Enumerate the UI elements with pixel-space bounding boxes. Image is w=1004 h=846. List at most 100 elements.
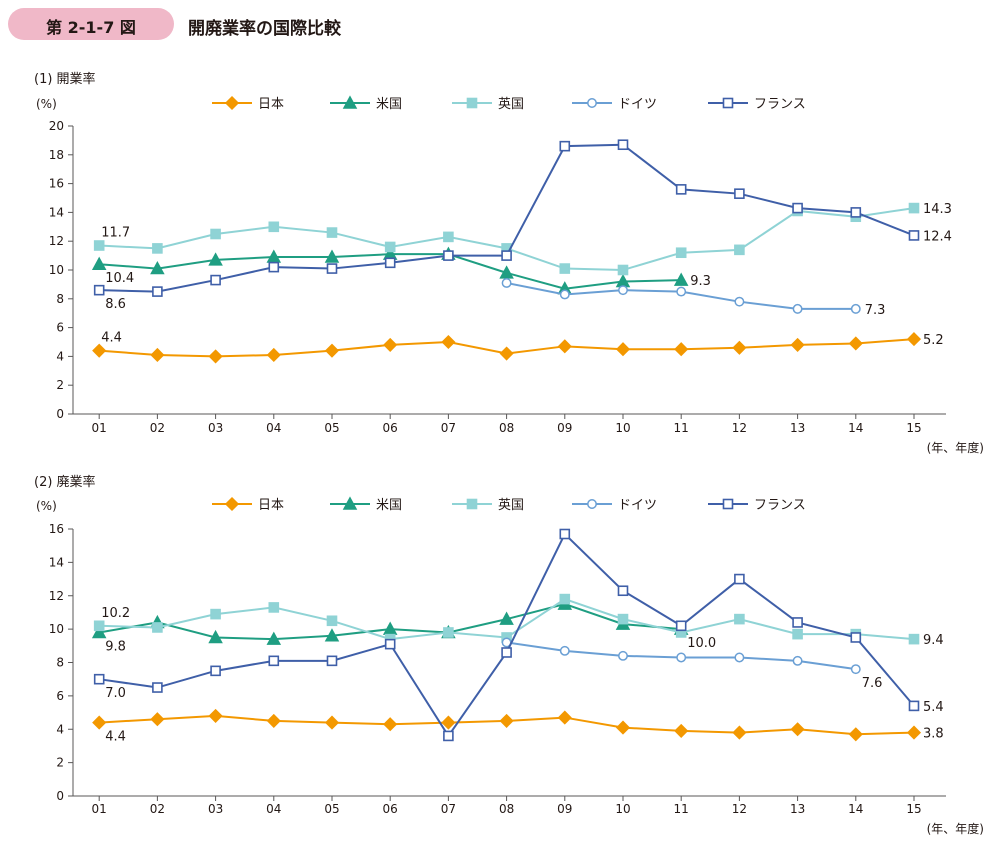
data-point [443,627,454,638]
y-tick-label: 18 [49,148,64,162]
data-point [210,665,221,677]
x-tick-label: 13 [790,802,805,816]
data-point [790,337,805,352]
y-tick-label: 8 [56,656,64,670]
data-point [91,624,107,639]
data-point [266,631,282,645]
data-label: 7.3 [865,303,886,318]
y-tick-label: 0 [56,407,64,421]
data-label: 9.3 [690,274,711,289]
data-point [210,608,221,620]
data-point [326,263,338,274]
data-point [384,638,396,650]
y-tick-label: 0 [56,789,64,803]
data-point [850,207,862,218]
x-tick-label: 02 [150,421,165,435]
data-point [559,593,571,605]
y-unit-label: (%) [36,97,57,111]
x-tick-label: 04 [266,802,281,816]
data-point [268,261,280,273]
data-point [790,722,805,737]
y-tick-label: 2 [56,756,64,770]
x-tick-label: 07 [441,802,456,816]
data-point [617,585,629,597]
y-tick-label: 6 [56,321,64,335]
data-point [383,717,398,732]
data-point [848,336,863,351]
data-point [559,140,571,152]
data-point [792,202,803,214]
figure-title: 開廃業率の国際比較 [188,19,341,39]
data-point [673,272,689,286]
data-point [675,247,687,259]
data-point [91,256,107,270]
data-point [383,337,398,352]
data-label: 12.4 [923,229,952,244]
legend-label: ドイツ [618,498,657,513]
x-tick-label: 03 [208,802,223,816]
x-tick-label: 10 [615,421,630,435]
data-point [93,240,105,251]
series-日本 [92,708,922,742]
x-tick-label: 06 [383,802,398,816]
data-point [326,227,338,238]
data-point [501,278,512,288]
x-tick-label: 15 [906,421,921,435]
data-point [152,286,163,297]
data-label: 7.0 [105,686,126,701]
y-tick-label: 12 [49,589,64,603]
data-point [210,228,221,240]
y-tick-label: 14 [49,205,64,219]
legend-marker [722,498,734,510]
chart-title: (2) 廃業率 [34,474,96,490]
legend-label: 英国 [498,97,524,112]
x-tick-label: 01 [92,421,107,435]
x-tick-label: 15 [906,802,921,816]
data-point [324,715,340,730]
series-日本 [92,332,922,364]
data-point [792,303,803,314]
chart-title: (1) 開業率 [34,71,96,87]
data-point [326,655,338,667]
legend-marker [466,498,478,510]
data-point [92,715,107,730]
legend-label: 米国 [376,97,402,112]
data-point [499,265,514,279]
data-point [208,629,223,644]
data-point [674,723,689,738]
data-label: 9.8 [105,639,126,654]
data-point [734,613,745,625]
x-unit-label: (年、年度) [927,821,984,836]
data-point [443,231,454,243]
legend-item: 英国 [452,498,524,513]
legend-item: ドイツ [572,498,657,513]
data-point [908,230,920,241]
y-tick-label: 16 [49,522,64,536]
data-point [499,611,514,625]
y-tick-label: 4 [56,722,64,736]
data-point [210,274,221,286]
data-point [93,284,105,296]
data-point [152,243,163,254]
data-point [734,573,745,585]
data-label: 8.6 [105,297,126,312]
legend-label: 英国 [498,498,524,513]
y-tick-label: 4 [56,349,64,363]
data-point [324,343,340,358]
data-point [268,655,280,667]
data-point [734,188,745,199]
data-point [441,334,456,350]
data-point [557,339,572,354]
y-tick-label: 14 [49,555,64,569]
x-tick-label: 08 [499,421,514,435]
data-point [152,622,163,633]
data-point [499,713,514,728]
data-point [384,241,396,253]
x-tick-label: 02 [150,802,165,816]
data-point [266,713,281,728]
data-point [848,727,863,742]
data-point [617,613,629,625]
y-tick-label: 8 [56,292,64,306]
